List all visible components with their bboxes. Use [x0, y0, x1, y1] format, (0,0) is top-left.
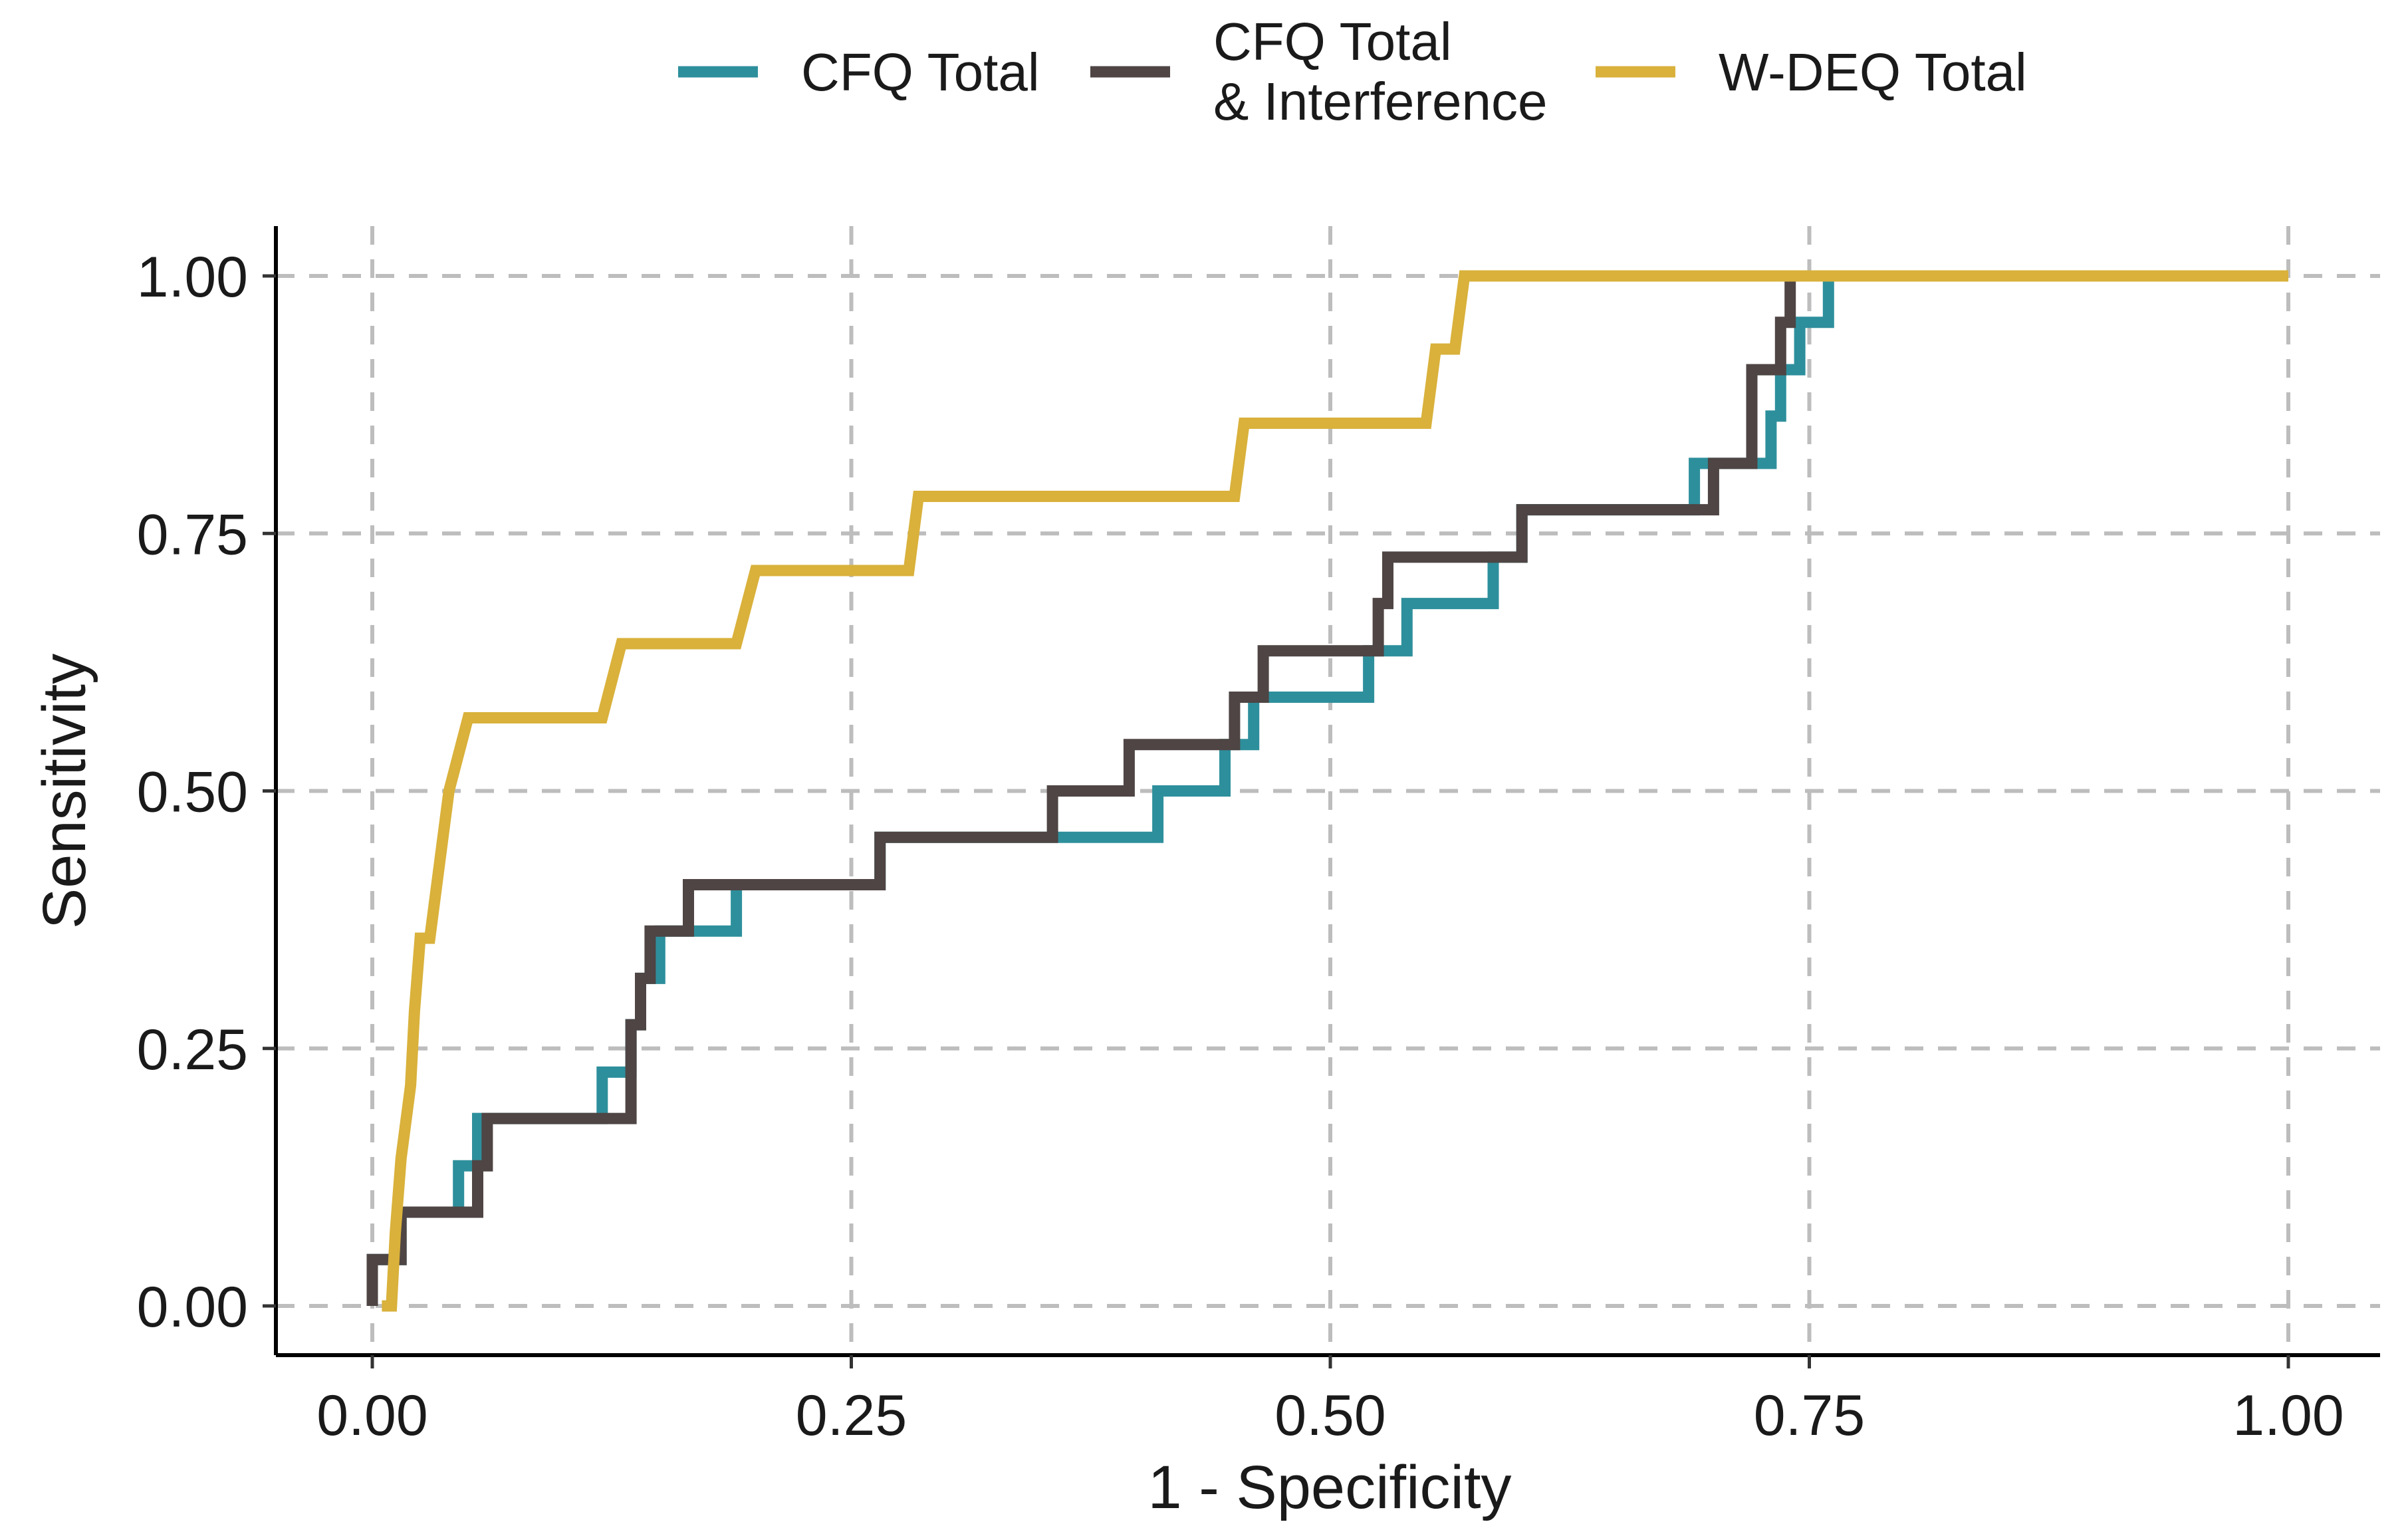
x-tick-label-4: 1.00 [2232, 1384, 2344, 1448]
y-tick-label-3: 0.75 [137, 503, 248, 567]
grid-lines [276, 226, 2380, 1355]
x-tick-label-1: 0.25 [796, 1384, 907, 1448]
y-tick-label-0: 0.00 [137, 1275, 248, 1339]
y-tick-label-1: 0.25 [137, 1018, 248, 1082]
x-tick-label-2: 0.50 [1274, 1384, 1385, 1448]
legend: CFQ Total CFQ Total & Interference W-DEQ To… [678, 12, 2027, 131]
x-axis-label: 1 - Specificity [1147, 1454, 1511, 1521]
legend-label-1: CFQ Total & Interference [1213, 12, 1548, 131]
y-axis-label: Sensitivity [31, 654, 98, 929]
x-tick-label-0: 0.00 [316, 1384, 427, 1448]
x-tick-label-3: 0.75 [1754, 1384, 1865, 1448]
series-line-1 [366, 270, 2288, 1306]
legend-label-2: W-DEQ Total [1719, 43, 2027, 102]
y-tick-label-4: 1.00 [137, 245, 248, 309]
ticks: 0.00 0.25 0.50 0.75 1.00 0.00 0.25 0.50 0.75 1.00 [137, 245, 2344, 1448]
series-line-2 [382, 270, 2288, 1312]
series-layer [366, 270, 2288, 1312]
legend-label-0: CFQ Total [801, 43, 1040, 102]
y-tick-label-2: 0.50 [137, 761, 248, 825]
